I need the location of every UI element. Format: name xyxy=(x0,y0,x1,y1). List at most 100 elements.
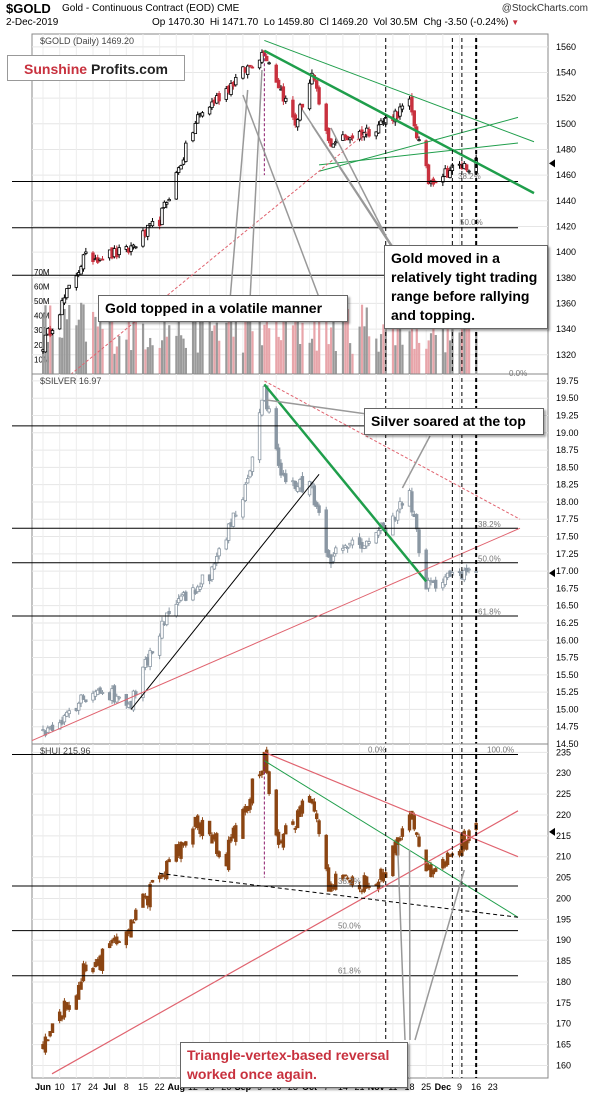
candle-body xyxy=(292,822,295,825)
x-tick-label: 16 xyxy=(471,1082,481,1092)
candle-body xyxy=(234,826,237,842)
y-tick-label: 17.25 xyxy=(556,549,579,559)
volume-bar xyxy=(263,325,265,374)
y-tick-label: 205 xyxy=(556,873,571,883)
candle-body xyxy=(63,298,66,303)
candle-body xyxy=(368,887,371,888)
volume-bar xyxy=(63,309,65,374)
fib-label: 50.0% xyxy=(460,218,483,227)
volume-bar xyxy=(130,350,132,374)
x-tick-label: 15 xyxy=(138,1082,148,1092)
volume-bar xyxy=(135,321,137,374)
candle-body xyxy=(215,834,218,854)
candle-body xyxy=(418,837,421,846)
volume-bar xyxy=(94,317,96,374)
candle-body xyxy=(82,255,85,269)
volume-bar xyxy=(375,339,377,374)
candle-body xyxy=(377,125,380,133)
candle-body xyxy=(313,802,316,811)
y-tick-label: 1400 xyxy=(556,247,576,257)
y-tick-label: 19.75 xyxy=(556,376,579,386)
candle-body xyxy=(135,247,138,248)
candle-body xyxy=(158,636,161,655)
candle-body xyxy=(218,852,221,857)
volume-bar xyxy=(197,353,199,374)
candle-body xyxy=(334,142,337,143)
volume-bar xyxy=(349,343,351,374)
candle-body xyxy=(401,504,404,506)
candle-body xyxy=(218,549,221,556)
candle-body xyxy=(265,56,268,60)
stockcharts-watermark: @StockCharts.com xyxy=(502,3,588,14)
volume-bar xyxy=(232,337,234,374)
candle-body xyxy=(434,580,437,588)
candle-body xyxy=(151,652,154,653)
candle-body xyxy=(344,875,347,876)
candle-body xyxy=(151,221,154,225)
candle-body xyxy=(146,225,149,236)
volume-tick-label: 60M xyxy=(34,282,50,291)
candle-body xyxy=(149,884,152,906)
y-tick-label: 19.00 xyxy=(556,428,579,438)
candle-body xyxy=(415,833,418,835)
volume-bar xyxy=(425,349,427,374)
candle-body xyxy=(108,944,111,948)
volume-bar xyxy=(313,314,315,374)
candle-body xyxy=(101,949,104,971)
y-tick-label: 15.50 xyxy=(556,670,579,680)
candle-body xyxy=(185,143,188,161)
volume-bar xyxy=(161,340,163,374)
candle-body xyxy=(192,829,195,844)
volume-bar xyxy=(216,323,218,374)
volume-bar xyxy=(209,318,211,374)
candle-body xyxy=(325,510,328,553)
volume-bar xyxy=(280,340,282,374)
candle-body xyxy=(351,136,354,138)
candle-body xyxy=(325,104,328,131)
candle-body xyxy=(468,569,471,570)
y-tick-label: 200 xyxy=(556,893,571,903)
y-tick-label: 1340 xyxy=(556,324,576,334)
candle-body xyxy=(277,80,280,88)
x-tick-label: Dec xyxy=(435,1082,452,1092)
ticker-symbol[interactable]: $GOLD xyxy=(6,1,51,16)
fib-label: 0.0% xyxy=(509,369,527,378)
candle-body xyxy=(332,144,335,147)
y-tick-label: 1420 xyxy=(556,221,576,231)
candle-body xyxy=(465,840,468,849)
candle-body xyxy=(332,556,335,561)
contract-name: Gold - Continuous Contract (EOD) xyxy=(62,3,214,14)
candle-body xyxy=(294,828,297,829)
candle-body xyxy=(135,910,138,920)
volume-bar xyxy=(218,341,220,374)
volume-bar xyxy=(259,319,261,374)
candle-body xyxy=(92,968,95,971)
candle-body xyxy=(68,1006,71,1010)
y-tick-label: 15.25 xyxy=(556,687,579,697)
candle-body xyxy=(318,88,321,104)
volume-bar xyxy=(61,338,63,374)
candle-body xyxy=(475,572,478,573)
volume-bar xyxy=(261,345,263,374)
fib-label: 50.0% xyxy=(478,554,501,563)
candle-body xyxy=(46,1040,49,1041)
volume-bar xyxy=(359,327,361,374)
volume-bar xyxy=(278,337,280,374)
candle-body xyxy=(44,1037,47,1052)
candle-body xyxy=(161,208,164,224)
y-tick-label: 165 xyxy=(556,1040,571,1050)
candle-body xyxy=(180,166,183,169)
y-tick-label: 14.75 xyxy=(556,722,579,732)
y-tick-label: 16.25 xyxy=(556,618,579,628)
volume-bar xyxy=(59,337,61,374)
volume-bar xyxy=(144,349,146,374)
candle-body xyxy=(66,289,69,298)
volume-bar xyxy=(142,324,144,374)
candle-body xyxy=(296,120,299,127)
exchange-label: CME xyxy=(217,3,239,14)
candle-body xyxy=(234,515,237,516)
candle-body xyxy=(201,575,204,584)
volume-bar xyxy=(328,344,330,374)
y-tick-label: 160 xyxy=(556,1060,571,1070)
